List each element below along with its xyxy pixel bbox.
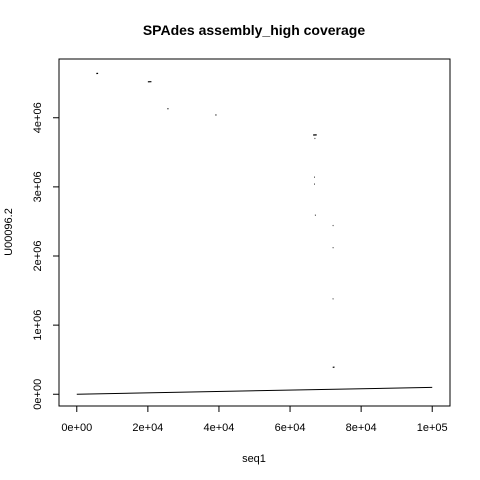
x-tick-label: 2e+04 [132, 422, 163, 434]
chart-title: SPAdes assembly_high coverage [143, 22, 365, 38]
y-axis: 0e+00 1e+06 2e+06 3e+06 4e+06 [32, 102, 60, 410]
y-axis-label: U00096.2 [3, 208, 15, 256]
x-tick-label: 0e+00 [61, 422, 92, 434]
y-tick-label: 3e+06 [32, 171, 44, 202]
x-axis-label: seq1 [242, 453, 266, 465]
diagonal-line [76, 386, 433, 395]
x-tick-label: 4e+04 [204, 422, 235, 434]
y-tick-label: 2e+06 [32, 241, 44, 272]
x-tick-label: 1e+05 [417, 422, 448, 434]
y-tick-label: 1e+06 [32, 310, 44, 341]
x-axis: 0e+00 2e+04 4e+04 6e+04 8e+04 1e+05 [61, 405, 448, 434]
data-layer [76, 72, 433, 395]
y-tick-label: 0e+00 [32, 379, 44, 410]
plot-frame [58, 58, 451, 407]
x-tick-label: 8e+04 [346, 422, 377, 434]
x-tick-label: 6e+04 [275, 422, 306, 434]
y-tick-label: 4e+06 [32, 102, 44, 133]
